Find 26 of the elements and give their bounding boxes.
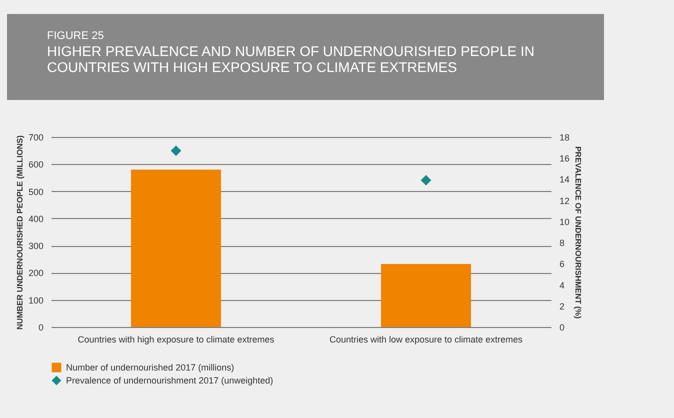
y2-tick-label: 10 bbox=[560, 216, 570, 227]
y-tick-label: 400 bbox=[28, 214, 44, 224]
y-tick-label: 100 bbox=[28, 295, 44, 306]
y-tick-label: 200 bbox=[28, 268, 44, 278]
y2-tick-label: 14 bbox=[560, 174, 570, 185]
y2-tick-label: 12 bbox=[560, 196, 570, 206]
legend-label: Prevalence of undernourishment 2017 (unweighted) bbox=[66, 376, 274, 386]
chart-subtitle: FIGURE 25 bbox=[47, 30, 105, 43]
y2-tick-label: 0 bbox=[560, 322, 565, 332]
x-tick-label: Countries with low exposure to climate extremes bbox=[329, 334, 524, 344]
y-tick-label: 300 bbox=[28, 241, 44, 252]
y2-tick-label: 8 bbox=[560, 238, 565, 248]
y-tick-label: 0 bbox=[38, 322, 44, 332]
y-tick-label: 600 bbox=[28, 160, 44, 170]
y2-tick-label: 16 bbox=[560, 154, 570, 164]
legend-label: Number of undernourished 2017 (millions) bbox=[66, 362, 234, 372]
y2-tick-label: 2 bbox=[560, 301, 565, 312]
y2-tick-label: 4 bbox=[560, 280, 565, 290]
y-tick-label: 500 bbox=[28, 186, 44, 197]
y2-tick-label: 18 bbox=[560, 132, 570, 142]
x-tick-label: Countries with high exposure to climate extremes bbox=[78, 334, 275, 344]
y2-axis-title: PREVALENCE OF UNDERNOURISHMENT (%) bbox=[574, 146, 583, 319]
y2-tick-label: 6 bbox=[560, 259, 565, 270]
y-tick-label: 700 bbox=[28, 132, 44, 142]
chart-title: HIGHER PREVALENCE AND NUMBER OF UNDERNOURISHED PEOPLE IN COUNTRIES WITH HIGH EXPOSURE TO CLIMATE EXTREMES bbox=[47, 43, 536, 75]
y-axis-title: NUMBER UNDERNOURISHED PEOPLE (MILLIONS) bbox=[15, 135, 24, 330]
